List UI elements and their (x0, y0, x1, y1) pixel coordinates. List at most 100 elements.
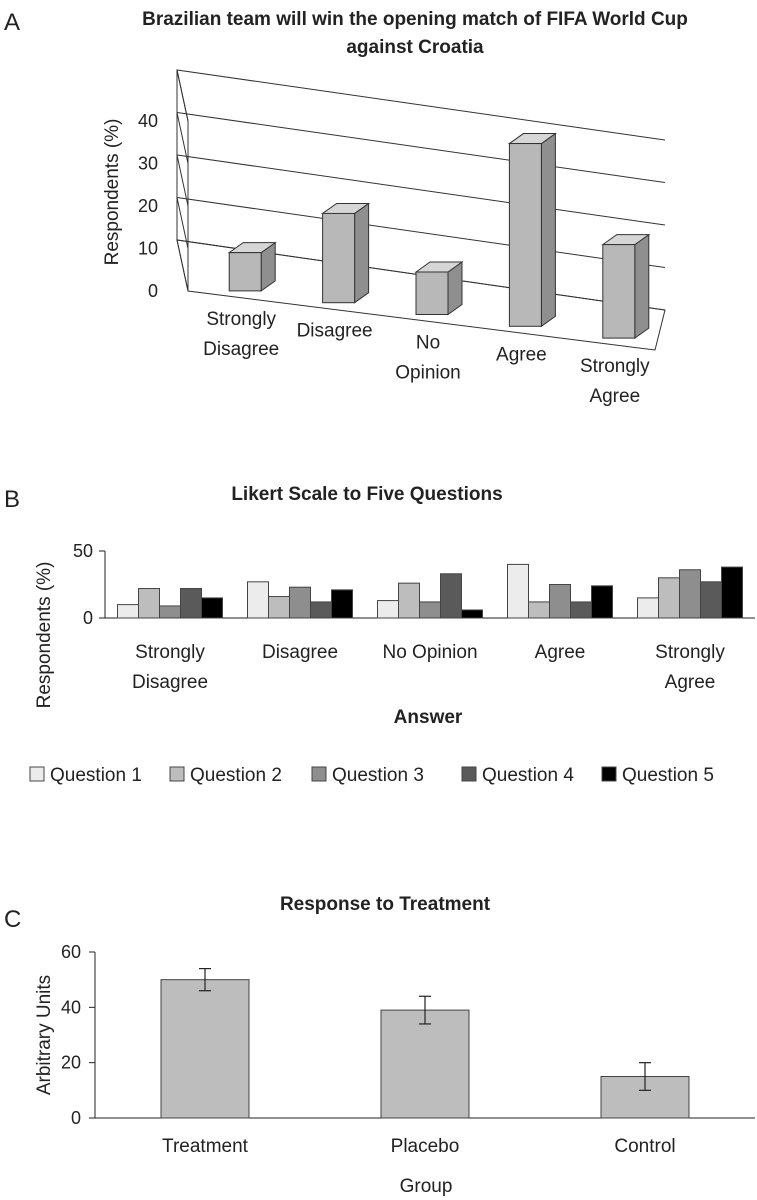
bar (591, 585, 613, 619)
chart-a-y-axis-label: Respondents (%) (102, 119, 123, 266)
panel-label-b: B (4, 486, 20, 513)
legend-label: Question 5 (622, 765, 714, 786)
bar (440, 573, 462, 619)
panel-label-c: C (4, 906, 21, 933)
bar (159, 605, 181, 619)
y-tick-label: 20 (138, 196, 158, 216)
floor (176, 239, 666, 351)
gridline (176, 154, 666, 226)
bar (414, 261, 464, 316)
bar (679, 569, 701, 619)
bar (507, 132, 557, 328)
x-category-label: No Opinion (382, 642, 477, 663)
y-tick-label: 60 (61, 942, 81, 962)
legend-label: Question 2 (190, 765, 282, 786)
y-tick-label: 40 (61, 997, 81, 1017)
x-category-label: Agree (589, 386, 640, 407)
gridline (176, 196, 666, 268)
bar (310, 601, 332, 619)
bar (461, 609, 483, 619)
bar (321, 202, 371, 304)
chart-c-x-axis-label: Group (400, 1176, 453, 1197)
x-category-label: Disagree (262, 642, 338, 663)
panel-b: B Likert Scale to Five Questions 0 50 Resp… (4, 484, 755, 786)
bar (398, 582, 420, 619)
gridline (176, 69, 666, 141)
y-tick-label: 0 (83, 608, 93, 628)
x-category-label: Disagree (297, 321, 373, 342)
bar (138, 588, 160, 619)
bar (570, 601, 592, 619)
legend-swatch (461, 766, 477, 782)
bar (507, 563, 529, 619)
legend-label: Question 3 (332, 765, 424, 786)
legend-item: Question 1 (29, 765, 142, 786)
legend-item: Question 4 (461, 765, 574, 786)
bar (637, 597, 659, 619)
legend-label: Question 1 (50, 765, 142, 786)
legend-item: Question 2 (169, 765, 282, 786)
error-bar (639, 1062, 651, 1091)
bar (331, 589, 353, 619)
y-tick-label: 20 (61, 1053, 81, 1073)
x-category-label: Agree (665, 672, 716, 693)
chart-b-x-axis-label: Answer (394, 707, 463, 728)
bar (700, 581, 722, 619)
legend-swatch (169, 766, 185, 782)
legend-swatch (601, 766, 617, 782)
x-category-label: Opinion (395, 363, 461, 384)
x-category-label: Strongly (580, 356, 650, 377)
y-tick-label: 10 (138, 239, 158, 259)
chart-a-title-line-1: Brazilian team will win the opening matc… (142, 9, 688, 30)
legend-item: Question 5 (601, 765, 714, 786)
chart-c-y-axis-label: Arbitrary Units (34, 975, 55, 1095)
x-category-label: Strongly (655, 642, 725, 663)
bar (117, 604, 139, 619)
legend-swatch (311, 766, 327, 782)
bar (528, 601, 550, 619)
chart-b-title: Likert Scale to Five Questions (231, 484, 502, 505)
x-category-label: Strongly (206, 309, 276, 330)
legend-label: Question 4 (482, 765, 574, 786)
bar (180, 588, 202, 619)
x-category-label: No (416, 333, 440, 354)
x-category-label: Strongly (135, 642, 205, 663)
legend-swatch (29, 766, 45, 782)
bar (201, 597, 223, 619)
chart-c-title: Response to Treatment (280, 894, 491, 915)
bar (268, 596, 290, 619)
y-tick-label: 50 (73, 541, 93, 561)
bar (549, 584, 571, 619)
x-category-label: Agree (535, 642, 586, 663)
gridline (176, 111, 666, 183)
bar (658, 577, 680, 619)
y-tick-label: 30 (138, 154, 158, 174)
x-category-label: Control (614, 1136, 675, 1157)
chart-b-y-axis-label: Respondents (%) (34, 562, 55, 709)
bar (227, 241, 277, 292)
bar (380, 1009, 470, 1119)
panel-label-a: A (4, 9, 20, 36)
error-bar (199, 967, 211, 992)
y-tick-label: 40 (138, 111, 158, 131)
legend-item: Question 3 (311, 765, 424, 786)
y-tick-label: 0 (148, 281, 158, 301)
chart-a-title-line-2: against Croatia (346, 37, 484, 58)
x-category-label: Treatment (162, 1136, 249, 1157)
x-category-label: Disagree (203, 339, 279, 360)
panel-c: C Response to Treatment 0 20 40 60 Arbitrary… (4, 894, 755, 1197)
bar (289, 586, 311, 619)
bar (601, 233, 651, 340)
x-category-label: Disagree (132, 672, 208, 693)
bar (721, 566, 743, 619)
x-category-label: Placebo (391, 1136, 460, 1157)
x-category-label: Agree (496, 344, 547, 365)
y-tick-label: 0 (71, 1108, 81, 1128)
bar (377, 600, 399, 619)
bar (160, 979, 250, 1119)
panel-a: A Brazilian team will win the opening ma… (4, 9, 688, 407)
error-bar (419, 995, 431, 1025)
bar (419, 601, 441, 619)
bar (247, 581, 269, 619)
